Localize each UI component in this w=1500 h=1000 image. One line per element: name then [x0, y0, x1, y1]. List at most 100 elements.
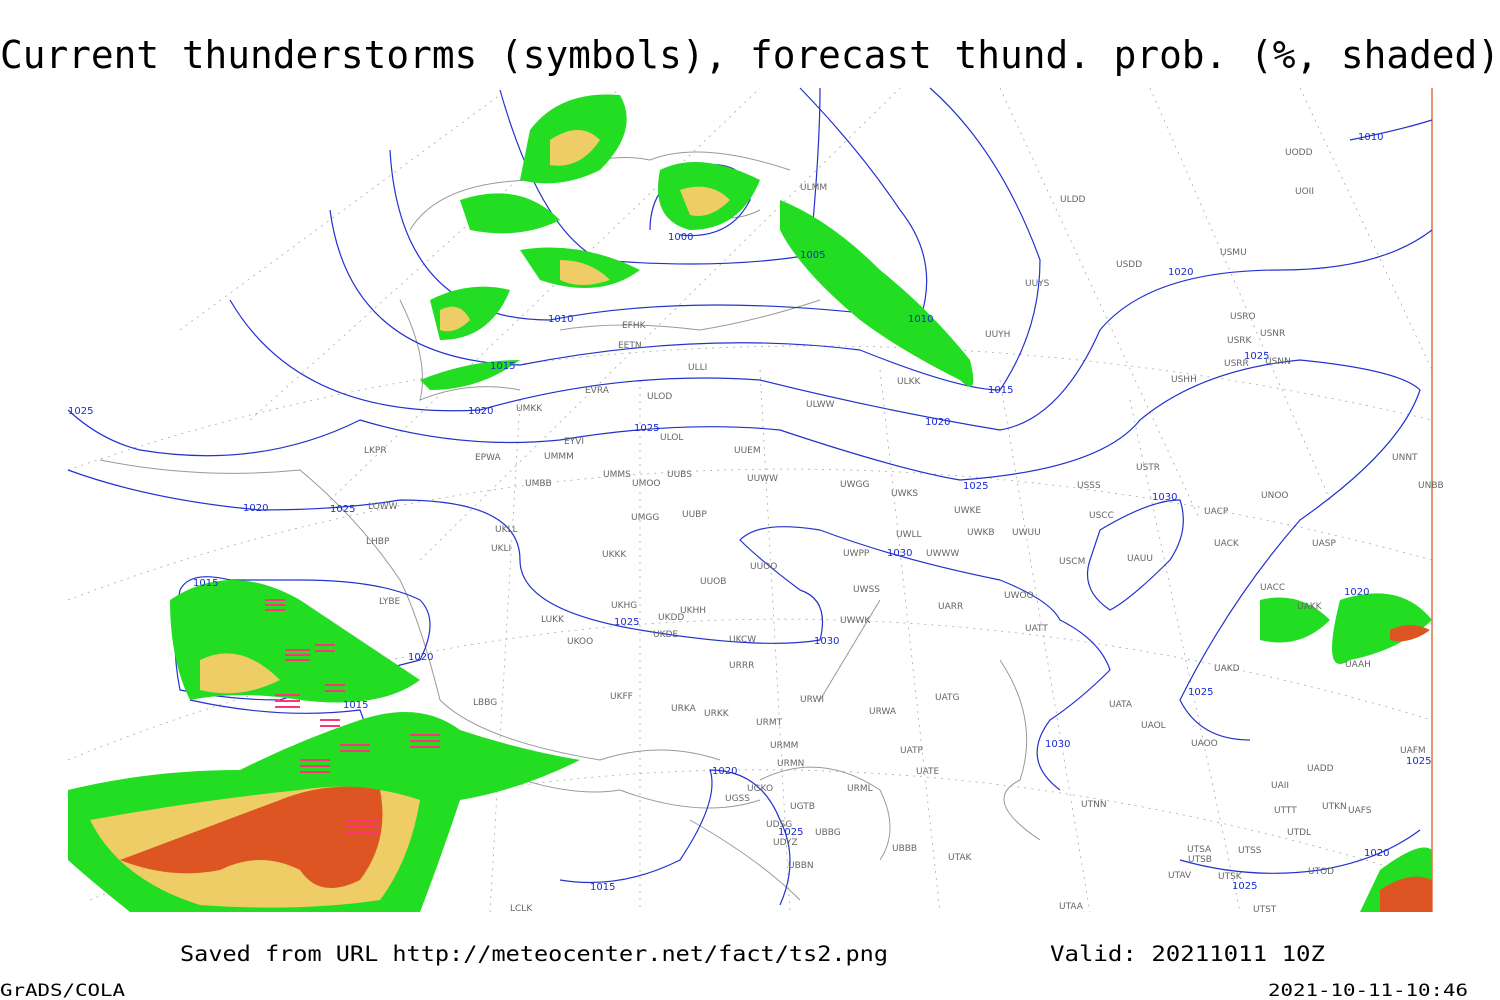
station-code: UAOO: [1191, 739, 1218, 749]
station-code: UWWK: [840, 616, 871, 626]
station-code: USCC: [1089, 511, 1114, 521]
station-code: UWOO: [1004, 591, 1034, 601]
isobar-label: 1025: [330, 504, 355, 515]
isobar-label: 1020: [408, 652, 433, 663]
station-code: UGKO: [747, 784, 773, 794]
station-code: UKDE: [653, 630, 678, 640]
title: Current thunderstorms (symbols), forecas…: [0, 33, 1500, 77]
station-code: UUOB: [700, 577, 726, 587]
station-code: UOII: [1295, 187, 1314, 197]
map-labels: 1010 1000 1005 1010 1010 1020 1015 1025 1015 1020…: [68, 132, 1444, 915]
station-code: UUBP: [682, 510, 707, 520]
station-code: EPWA: [475, 453, 502, 463]
station-code: UTSB: [1188, 855, 1212, 865]
station-code: UWLL: [896, 530, 922, 540]
isobar-label: 1015: [988, 385, 1013, 396]
station-code: UAFM: [1400, 746, 1426, 756]
isobar-label: 1025: [778, 827, 803, 838]
station-code: UUYS: [1025, 279, 1050, 289]
isobar-label: 1015: [343, 700, 368, 711]
station-code: USNR: [1260, 329, 1285, 339]
station-code: UWWW: [926, 549, 959, 559]
station-code: URML: [847, 784, 873, 794]
station-code: LCLK: [510, 904, 533, 914]
station-code: UKCW: [729, 635, 756, 645]
station-code: UAAH: [1345, 660, 1371, 670]
isobar-label: 1015: [193, 578, 218, 589]
station-code: ULLI: [688, 363, 707, 373]
station-code: UMKK: [516, 404, 543, 414]
isobar-label: 1005: [800, 250, 825, 261]
isobar-label: 1025: [1232, 881, 1257, 892]
station-code: UNBB: [1418, 481, 1444, 491]
station-code: UBBN: [788, 861, 814, 871]
station-code: URWA: [869, 707, 897, 717]
station-code: UGSS: [725, 794, 750, 804]
valid-time: Valid: 20211011 10Z: [1050, 942, 1325, 966]
station-code: UBBG: [815, 828, 841, 838]
isobar-label: 1020: [1168, 267, 1193, 278]
station-code: UTKN: [1322, 802, 1347, 812]
station-code: UKFF: [610, 692, 633, 702]
station-code: UWUU: [1012, 528, 1041, 538]
software: GrADS/COLA: [0, 981, 125, 1000]
station-code: UWGG: [840, 480, 869, 490]
isobar-label: 1025: [68, 406, 93, 417]
station-code: UATA: [1109, 700, 1133, 710]
isobar-label: 1025: [963, 481, 988, 492]
station-code: UUEM: [734, 446, 761, 456]
station-code: UKOO: [567, 637, 593, 647]
isobar-label: 1025: [614, 617, 639, 628]
station-code: UTNN: [1081, 800, 1107, 810]
isobar-label: 1020: [243, 503, 268, 514]
station-code: URMM: [770, 741, 798, 751]
isobar-label: 1015: [590, 882, 615, 893]
station-code: UBBB: [892, 844, 917, 854]
station-code: UAII: [1271, 781, 1289, 791]
station-code: URRR: [729, 661, 754, 671]
station-code: USRO: [1230, 312, 1256, 322]
isobar-label: 1030: [887, 548, 912, 559]
station-code: UKKK: [602, 550, 627, 560]
station-code: USNN: [1265, 357, 1291, 367]
station-code: UACC: [1260, 583, 1285, 593]
station-code: UKDD: [658, 613, 684, 623]
station-code: ULKK: [897, 377, 922, 387]
station-code: UUWW: [747, 474, 778, 484]
isobar-label: 1010: [548, 314, 573, 325]
isobar-label: 1020: [1364, 848, 1389, 859]
station-code: EFHK: [622, 321, 647, 331]
station-code: UTSA: [1187, 845, 1212, 855]
station-code: ULOL: [660, 433, 683, 443]
isobar-label: 1020: [925, 417, 950, 428]
station-code: UUBS: [667, 470, 692, 480]
station-code: UWKS: [891, 489, 918, 499]
station-code: UTSK: [1218, 872, 1243, 882]
station-code: UMMS: [603, 470, 631, 480]
station-code: UTSS: [1238, 846, 1262, 856]
station-code: UUOO: [750, 562, 777, 572]
station-code: LOWW: [368, 502, 398, 512]
station-code: ULWW: [806, 400, 835, 410]
station-code: UAFS: [1348, 806, 1372, 816]
station-code: UMOO: [632, 479, 661, 489]
thunderstorm-probability: [68, 94, 1432, 912]
station-code: UKLL: [495, 525, 518, 535]
station-code: ULOD: [647, 392, 672, 402]
station-code: EYVI: [564, 437, 584, 447]
station-code: USDD: [1116, 260, 1142, 270]
graticule: [67, 87, 1433, 913]
station-code: UTST: [1253, 905, 1277, 915]
station-code: UACK: [1214, 539, 1240, 549]
station-code: UAKK: [1297, 602, 1323, 612]
isobar-label: 1020: [1344, 587, 1369, 598]
source-url: Saved from URL http://meteocenter.net/fa…: [180, 942, 888, 966]
isobar-label: 1030: [814, 636, 839, 647]
station-code: UGTB: [790, 802, 815, 812]
station-code: UAKD: [1214, 664, 1240, 674]
station-code: UWKE: [954, 506, 981, 516]
station-code: UATE: [916, 767, 940, 777]
station-code: LBBG: [473, 698, 497, 708]
station-code: UASP: [1312, 539, 1336, 549]
